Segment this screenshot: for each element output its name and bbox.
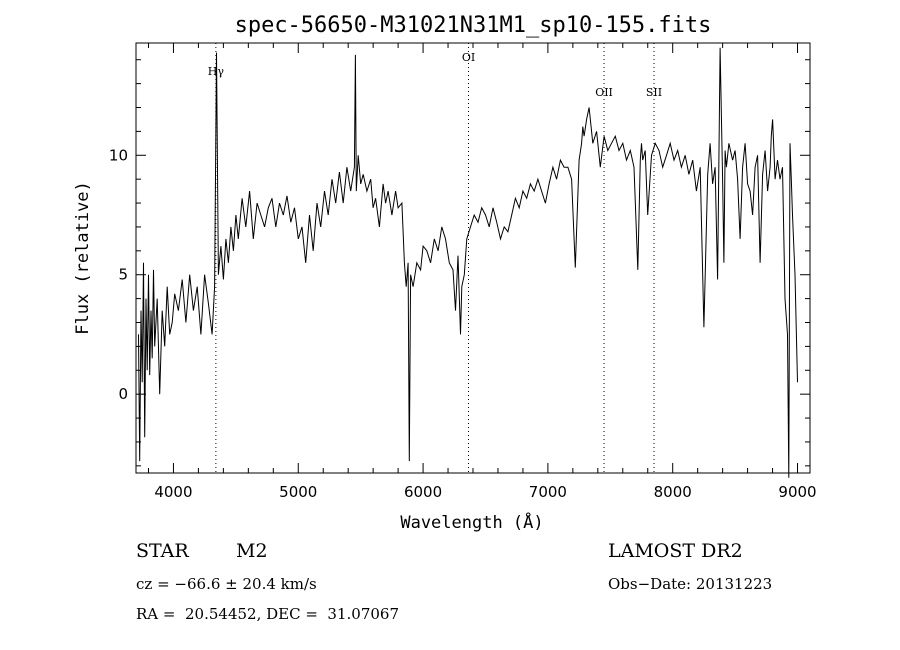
axis-ticks: [136, 43, 810, 473]
tick-labels: 4000 5000 6000 7000 8000 9000 0 5 10: [109, 146, 817, 501]
reference-line-label: OII: [595, 86, 613, 99]
reference-line-label: OI: [462, 51, 475, 64]
x-tick-label: 5000: [279, 483, 317, 501]
y-tick-label: 5: [118, 266, 128, 284]
obs-date: Obs−Date: 20131223: [608, 575, 773, 593]
x-axis-label: Wavelength (Å): [400, 511, 543, 533]
redshift-readout: cz = −66.6 ± 20.4 km/s: [136, 575, 317, 593]
y-axis-label: Flux (relative): [73, 181, 93, 335]
plot-frame: [135, 42, 811, 474]
x-tick-label: 4000: [154, 483, 192, 501]
y-tick-label: 10: [109, 146, 128, 164]
chart-title: spec-56650-M31021N31M1_sp10-155.fits: [235, 13, 712, 38]
spectrum-line: [138, 47, 798, 478]
x-tick-label: 8000: [654, 483, 692, 501]
object-subclass: M2: [236, 540, 268, 562]
survey-name: LAMOST DR2: [608, 540, 743, 562]
coordinates: RA = 20.54452, DEC = 31.07067: [136, 605, 400, 623]
x-tick-label: 7000: [529, 483, 567, 501]
object-class: STAR: [136, 540, 189, 562]
x-tick-label: 6000: [404, 483, 442, 501]
y-tick-label: 0: [118, 385, 128, 403]
x-tick-label: 9000: [778, 483, 816, 501]
reference-line-label: SII: [646, 86, 662, 99]
